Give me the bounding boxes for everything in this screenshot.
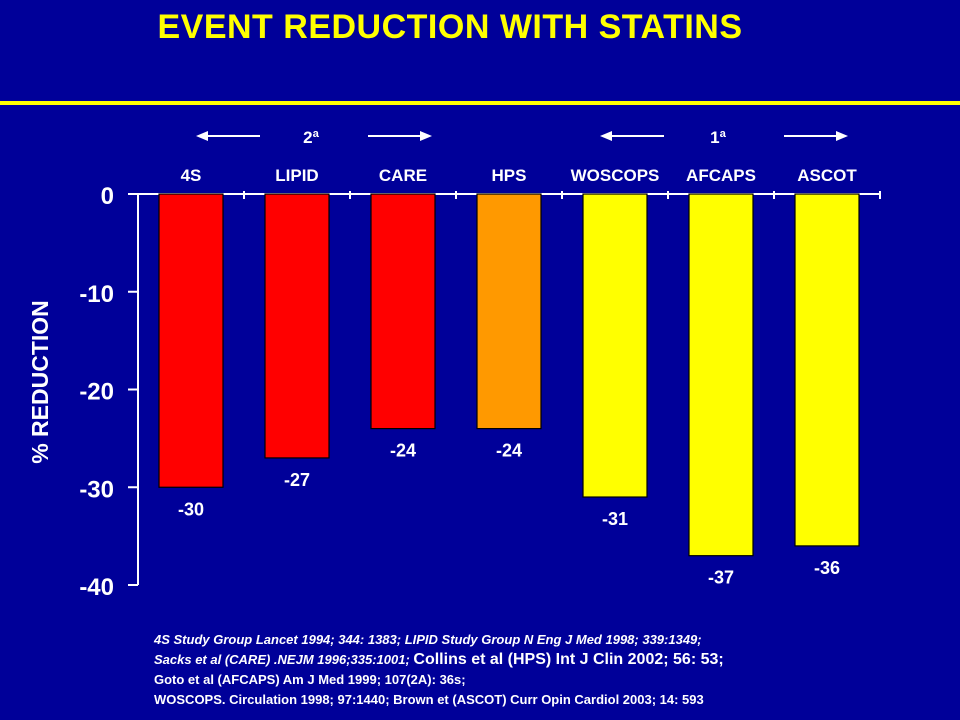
arrow-right-head-icon [420,131,432,141]
category-label: 4S [181,166,202,185]
chart-labels: 4S -30 LIPID -27 CARE -24 HPS -24 WOSCOPS -31 AFCA… [178,166,857,588]
reference-line-1: 4S Study Group Lancet 1994; 344: 1383; L… [154,632,702,647]
bar-lipid [264,193,330,459]
reference-line-4: WOSCOPS. Circulation 1998; 97:1440; Brow… [154,692,704,707]
primary-prevention-indicator: 1ª [600,128,848,147]
data-label: -31 [602,509,628,529]
title-underline [0,101,960,105]
secondary-prevention-indicator: 2ª [196,128,432,147]
bar-hps [476,193,542,430]
arrow-right-head-icon [836,131,848,141]
reference-line-2a: Sacks et al (CARE) .NEJM 1996;335:1001; [154,652,414,667]
reference-line-2b: Collins et al (HPS) Int J Clin 2002; 56:… [413,651,724,668]
category-label: AFCAPS [686,166,756,185]
arrow-left-head-icon [196,131,208,141]
arrow-left-head-icon [600,131,612,141]
y-tick-label: -20 [79,379,114,406]
data-label: -27 [284,470,310,490]
group-indicators: 2ª 1ª [196,128,848,147]
slide-title: EVENT REDUCTION WITH STATINS [157,8,743,46]
bar-ascot [794,193,860,547]
chart-axes: 0 -10 -20 -30 -40 % REDUCTION [27,183,881,601]
data-label: -24 [496,441,522,461]
bar-afcaps [688,193,754,557]
bar-woscops [582,193,648,498]
y-tick-label: -40 [79,574,114,601]
category-label: WOSCOPS [571,166,660,185]
data-label: -30 [178,499,204,519]
category-label: CARE [379,166,427,185]
data-label: -36 [814,558,840,578]
category-label: HPS [492,166,527,185]
bar-chart: 0 -10 -20 -30 -40 % REDUCTION 4S -30 LIPID -27 CA… [27,128,881,601]
chart-bars [158,193,860,557]
y-tick-label: -10 [79,281,114,308]
data-label: -37 [708,568,734,588]
reference-line-3: Goto et al (AFCAPS) Am J Med 1999; 107(2… [154,672,466,687]
bar-4s [158,193,224,488]
category-label: LIPID [275,166,318,185]
data-label: -24 [390,441,416,461]
group-label: 2ª [303,128,319,147]
y-axis-title: % REDUCTION [27,300,53,464]
group-label: 1ª [710,128,726,147]
bar-care [370,193,436,430]
category-label: ASCOT [797,166,857,185]
references: 4S Study Group Lancet 1994; 344: 1383; L… [154,630,954,710]
y-tick-label: -30 [79,476,114,503]
y-tick-label: 0 [101,183,114,210]
